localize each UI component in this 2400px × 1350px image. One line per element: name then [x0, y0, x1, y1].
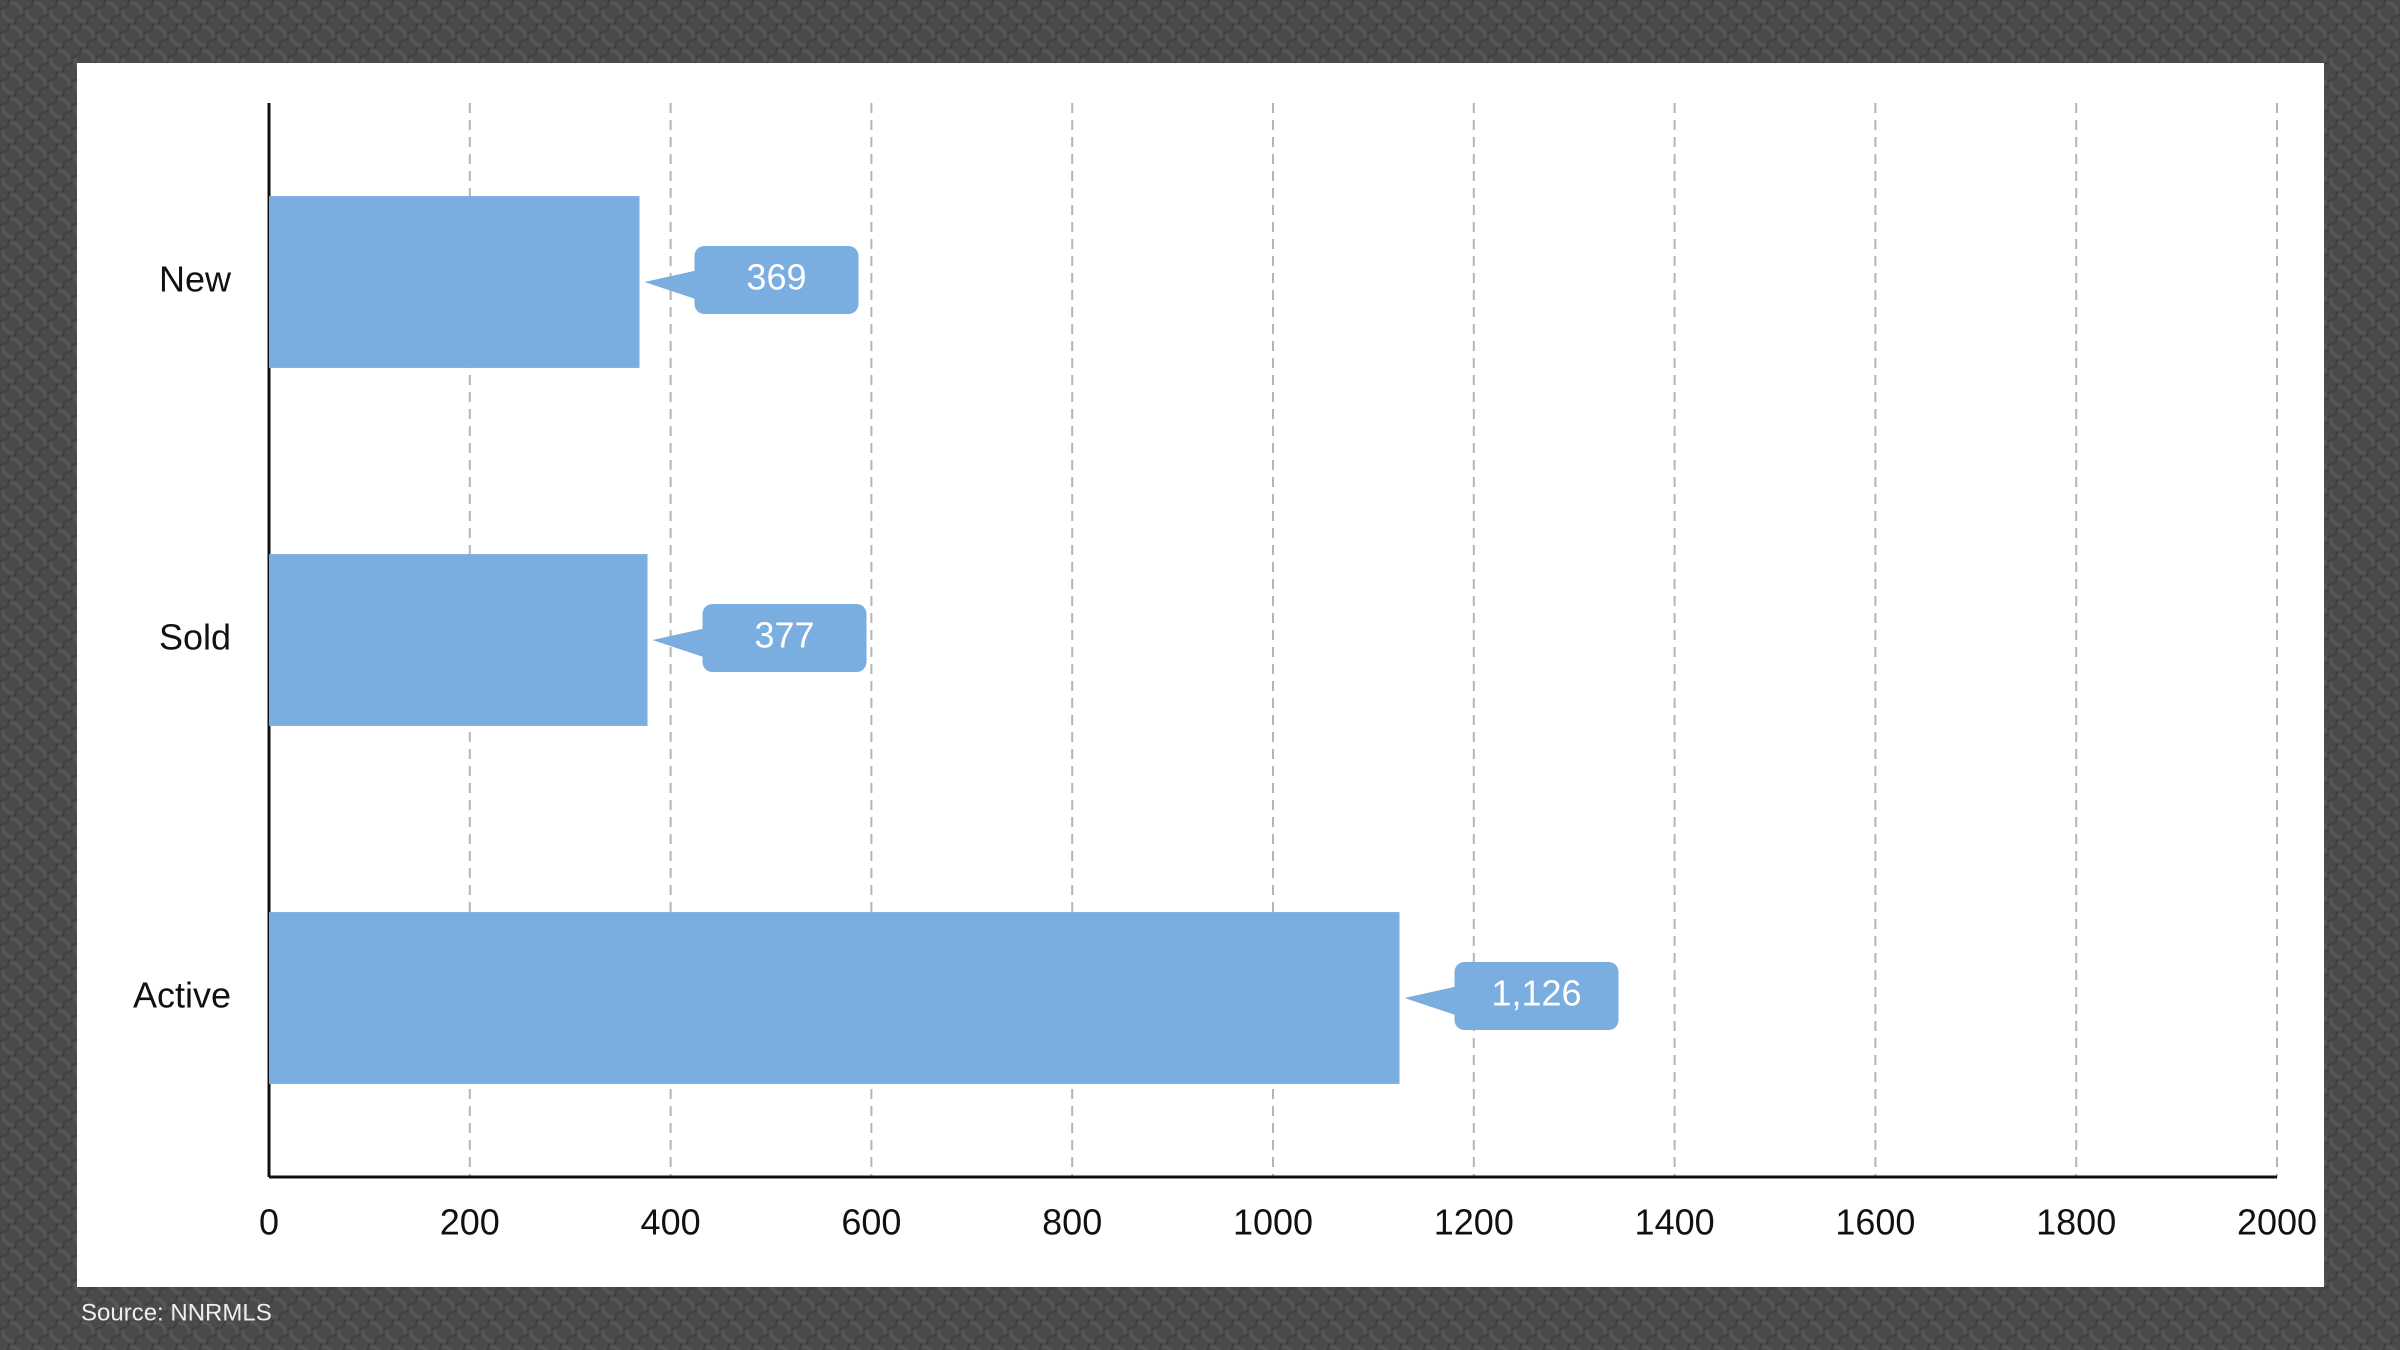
y-tick-label: Active: [133, 975, 231, 1016]
value-label: 377: [754, 615, 814, 656]
x-tick-label: 400: [641, 1202, 701, 1243]
x-tick-label: 1400: [1635, 1202, 1715, 1243]
callout-box: [694, 246, 859, 314]
x-tick-label: 1800: [2036, 1202, 2116, 1243]
y-tick-label: New: [159, 259, 232, 300]
x-tick-label: 2000: [2237, 1202, 2317, 1243]
x-tick-label: 1600: [1835, 1202, 1915, 1243]
callout-pointer: [652, 628, 707, 658]
callout-pointer: [1404, 986, 1459, 1016]
x-tick-label: 1000: [1233, 1202, 1313, 1243]
value-label: 1,126: [1491, 973, 1581, 1014]
x-tick-label: 600: [841, 1202, 901, 1243]
bar: [269, 554, 648, 726]
callout-pointer: [644, 270, 699, 300]
bar: [269, 912, 1400, 1084]
value-label: 369: [746, 257, 806, 298]
source-note: Source: NNRMLS: [81, 1299, 272, 1326]
callout-box: [702, 604, 867, 672]
x-tick-label: 200: [440, 1202, 500, 1243]
bar: [269, 196, 640, 368]
plot-area: 0 200 400 600 800 1000 1200 1400 1600 1800 2000 New…: [133, 103, 2317, 1243]
x-tick-label: 0: [259, 1202, 279, 1243]
x-tick-label: 800: [1042, 1202, 1102, 1243]
x-tick-label: 1200: [1434, 1202, 1514, 1243]
callout-box: [1454, 962, 1619, 1030]
y-tick-label: Sold: [159, 617, 231, 658]
